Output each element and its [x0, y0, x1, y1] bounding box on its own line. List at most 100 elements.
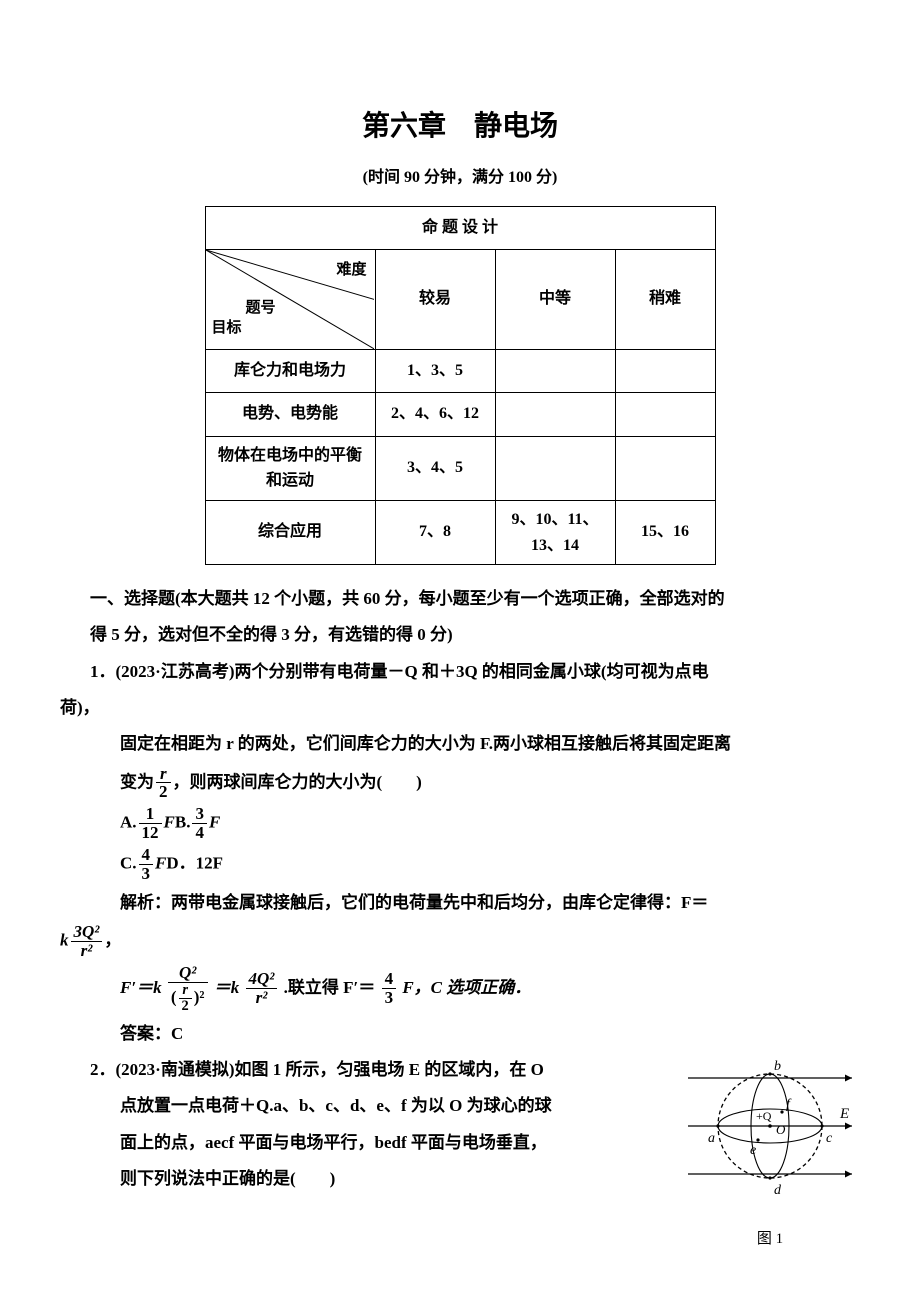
q1-stem-line2: 荷)，: [60, 692, 860, 724]
section-heading-line2: 得 5 分，选对但不全的得 3 分，有选错的得 0 分): [60, 619, 860, 651]
fraction: 112: [139, 805, 162, 842]
cell: [615, 393, 715, 436]
text: F′＝k: [120, 978, 162, 997]
cell: [495, 349, 615, 392]
text: F: [155, 853, 166, 872]
q2-stem-line4: 则下列说法中正确的是( ): [60, 1163, 670, 1195]
q2-stem-line3: 面上的点，aecf 平面与电场平行，bedf 平面与电场垂直，: [60, 1127, 670, 1159]
lbl-a: a: [708, 1131, 715, 1146]
row-label-text: 物体在电场中的平衡和运动: [218, 447, 362, 490]
row-label: 库仑力和电场力: [205, 349, 375, 392]
q2-stem-line1: 2．(2023·南通模拟)如图 1 所示，匀强电场 E 的区域内，在 O: [60, 1054, 670, 1086]
fraction-den: r²: [246, 989, 278, 1007]
figure-1-caption: 图 1: [680, 1225, 860, 1254]
fraction: 43: [139, 846, 154, 883]
fraction-num: 4Q²: [246, 970, 278, 989]
text: k: [60, 930, 69, 949]
fraction: 4Q²r²: [246, 970, 278, 1007]
cell: 15、16: [615, 500, 715, 564]
fraction: 43: [382, 970, 397, 1007]
q2-stem-line2: 点放置一点电荷＋Q.a、b、c、d、e、f 为以 O 为球心的球: [60, 1090, 670, 1122]
fraction-nested: Q² (r2)²: [168, 964, 208, 1014]
q2-block: 2．(2023·南通模拟)如图 1 所示，匀强电场 E 的区域内，在 O 点放置…: [60, 1054, 860, 1195]
fraction-den: (r2)²: [168, 983, 208, 1014]
fraction-num: r: [179, 983, 192, 999]
fraction-num: 4: [139, 846, 154, 865]
cell: 1、3、5: [375, 349, 495, 392]
q1-explain-line2: k3Q²r²，: [60, 923, 860, 960]
fraction-num: r: [156, 765, 171, 784]
section-heading-line1: 一、选择题(本大题共 12 个小题，共 60 分，每小题至少有一个选项正确，全部…: [60, 583, 860, 615]
opt-a-label: A.: [120, 813, 137, 832]
lbl-c: c: [826, 1131, 833, 1146]
lbl-Q: +Q: [756, 1109, 772, 1123]
lbl-e: e: [750, 1143, 756, 1158]
fraction-num: 4: [382, 970, 397, 989]
fraction-num: 3: [192, 805, 207, 824]
q1-answer: 答案：C: [60, 1018, 860, 1050]
cell: 2、4、6、12: [375, 393, 495, 436]
diag-label-bottom: 目标: [212, 314, 242, 343]
row-label: 电势、电势能: [205, 393, 375, 436]
lbl-O: O: [776, 1122, 786, 1137]
fraction-den: 4: [192, 824, 207, 842]
table-row: 电势、电势能 2、4、6、12: [205, 393, 715, 436]
lbl-E: E: [839, 1106, 849, 1122]
col-header-mid: 中等: [495, 249, 615, 349]
table-row: 库仑力和电场力 1、3、5: [205, 349, 715, 392]
text: ＝k: [214, 978, 240, 997]
diag-label-top: 难度: [336, 256, 366, 285]
diag-header-cell: 难度 题号 目标: [205, 249, 375, 349]
fraction: 3Q²r²: [71, 923, 103, 960]
cell: [495, 436, 615, 500]
fraction-den: 12: [139, 824, 162, 842]
fraction: 34: [192, 805, 207, 842]
row-label: 物体在电场中的平衡和运动: [205, 436, 375, 500]
chapter-title: 第六章 静电场: [60, 100, 860, 153]
text: 变为: [120, 772, 154, 791]
text: )²: [194, 987, 205, 1006]
cell: 9、10、11、13、14: [495, 500, 615, 564]
lbl-b: b: [774, 1059, 781, 1074]
lbl-f: f: [786, 1097, 792, 1112]
figure-1: b d a c e f O +Q E 图 1: [680, 1048, 860, 1254]
q1-stem-line1: 1．(2023·江苏高考)两个分别带有电荷量－Q 和＋3Q 的相同金属小球(均可…: [60, 656, 860, 688]
fraction-den: 3: [382, 989, 397, 1007]
fraction: r2: [179, 983, 192, 1014]
q1-options-ab: A.112FB.34F: [60, 805, 860, 842]
cell: [615, 349, 715, 392]
design-table: 命 题 设 计 难度 题号 目标 较易 中等 稍难 库仑力和电场力 1、3、5 …: [205, 206, 716, 566]
table-caption: 命 题 设 计: [205, 206, 715, 249]
fraction-den: 2: [179, 999, 192, 1014]
table-row: 物体在电场中的平衡和运动 3、4、5: [205, 436, 715, 500]
sphere-diagram-icon: b d a c e f O +Q E: [680, 1048, 860, 1208]
q1-options-cd: C.43FD．12F: [60, 846, 860, 883]
fraction-num: 3Q²: [71, 923, 103, 942]
text: .联立得 F′＝: [284, 978, 376, 997]
text: F: [164, 813, 175, 832]
fraction: r2: [156, 765, 171, 802]
col-header-easy: 较易: [375, 249, 495, 349]
q1-explain-line3: F′＝k Q² (r2)² ＝k 4Q²r² .联立得 F′＝ 43 F，C 选…: [60, 964, 860, 1014]
cell: 3、4、5: [375, 436, 495, 500]
fraction-den: r²: [71, 942, 103, 960]
diag-label-mid: 题号: [246, 294, 276, 323]
text: ，: [104, 930, 121, 949]
opt-d-label: D．12F: [166, 853, 223, 872]
text: ，则两球间库仑力的大小为( ): [173, 772, 422, 791]
table-row: 综合应用 7、8 9、10、11、13、14 15、16: [205, 500, 715, 564]
opt-c-label: C.: [120, 853, 137, 872]
chapter-subtitle: (时间 90 分钟，满分 100 分): [60, 163, 860, 193]
opt-b-label: B.: [175, 813, 191, 832]
cell: 7、8: [375, 500, 495, 564]
col-header-hard: 稍难: [615, 249, 715, 349]
q1-stem-line3: 固定在相距为 r 的两处，它们间库仑力的大小为 F.两小球相互接触后将其固定距离: [60, 728, 860, 760]
row-label: 综合应用: [205, 500, 375, 564]
fraction-num: 1: [139, 805, 162, 824]
fraction-num: Q²: [168, 964, 208, 983]
lbl-d: d: [774, 1183, 782, 1198]
fraction-den: 3: [139, 865, 154, 883]
fraction-den: 2: [156, 783, 171, 801]
text: F，C 选项正确．: [402, 978, 531, 997]
q1-stem-line4: 变为r2，则两球间库仑力的大小为( ): [60, 765, 860, 802]
